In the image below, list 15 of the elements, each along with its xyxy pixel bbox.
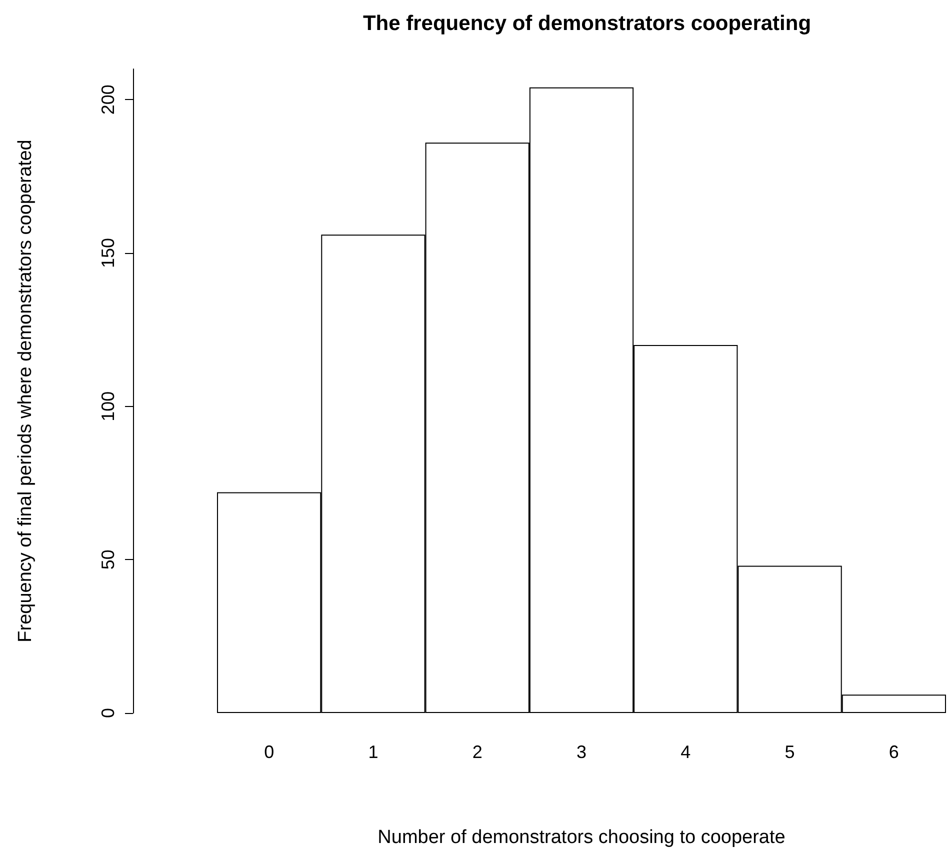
y-tick-label: 0 xyxy=(98,708,118,718)
x-tick-label: 0 xyxy=(264,742,274,762)
x-tick-label: 5 xyxy=(784,742,795,762)
y-tick-label: 150 xyxy=(98,238,118,268)
x-tick-label: 1 xyxy=(368,742,378,762)
x-tick-label: 2 xyxy=(472,742,482,762)
y-tick-label: 200 xyxy=(98,84,118,115)
x-tick-label: 6 xyxy=(888,742,899,762)
y-tick-label: 100 xyxy=(98,391,118,422)
chart-title: The frequency of demonstrators cooperating xyxy=(362,12,812,35)
x-axis-title: Number of demonstrators choosing to cooperate xyxy=(378,827,786,848)
x-tick-label: 3 xyxy=(576,742,587,762)
y-tick-label: 50 xyxy=(98,550,118,570)
y-axis-title: Frequency of final periods where demonstrators cooperated xyxy=(15,140,36,642)
x-tick-label: 4 xyxy=(680,742,691,762)
